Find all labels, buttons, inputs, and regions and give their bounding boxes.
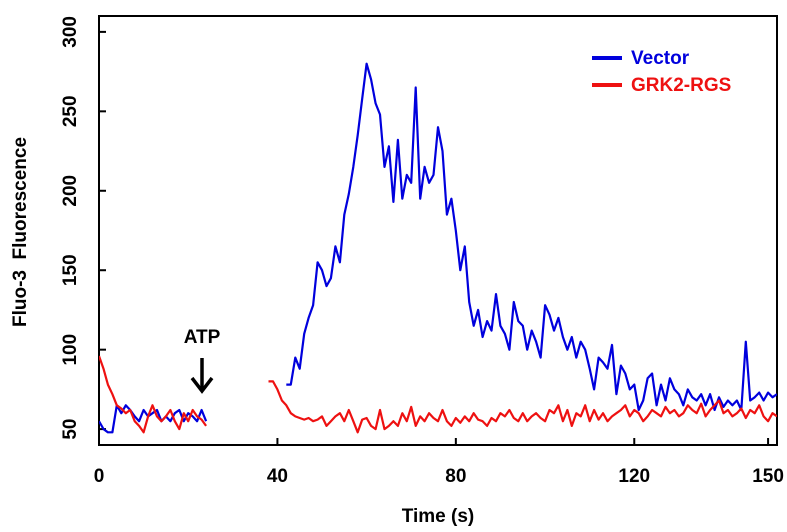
series-line bbox=[268, 380, 777, 434]
legend-label: Vector bbox=[631, 48, 690, 69]
legend-label: GRK2-RGS bbox=[631, 75, 731, 96]
x-axis-ticks: 0 40 80 120 150 bbox=[94, 438, 784, 487]
x-axis-label: Time (s) bbox=[402, 506, 475, 527]
x-tick-label: 40 bbox=[267, 466, 288, 487]
y-tick-label: 300 bbox=[60, 16, 81, 48]
series-line bbox=[286, 62, 777, 412]
y-axis-ticks: 50 100 150 200 250 300 bbox=[60, 16, 106, 440]
x-tick-label: 80 bbox=[445, 466, 466, 487]
y-axis-label: Fluo-3 Fluorescence bbox=[10, 137, 31, 327]
y-tick-label: 50 bbox=[60, 419, 81, 440]
down-arrow-icon bbox=[190, 358, 214, 394]
plot-frame bbox=[98, 15, 778, 446]
y-tick-label: 250 bbox=[60, 95, 81, 127]
arrow-head bbox=[190, 376, 214, 394]
series-line bbox=[99, 355, 207, 434]
y-tick-label: 200 bbox=[60, 175, 81, 207]
y-tick-label: 100 bbox=[60, 334, 81, 366]
x-tick-label: 150 bbox=[752, 466, 784, 487]
legend: Vector GRK2-RGS bbox=[592, 48, 731, 96]
series-grk2-rgs bbox=[99, 355, 777, 434]
annotation-label: ATP bbox=[184, 327, 221, 348]
atp-annotation: ATP bbox=[184, 327, 221, 394]
x-tick-label: 120 bbox=[618, 466, 650, 487]
x-tick-label: 0 bbox=[94, 466, 105, 487]
series-layer bbox=[99, 62, 777, 434]
y-tick-label: 150 bbox=[60, 254, 81, 286]
